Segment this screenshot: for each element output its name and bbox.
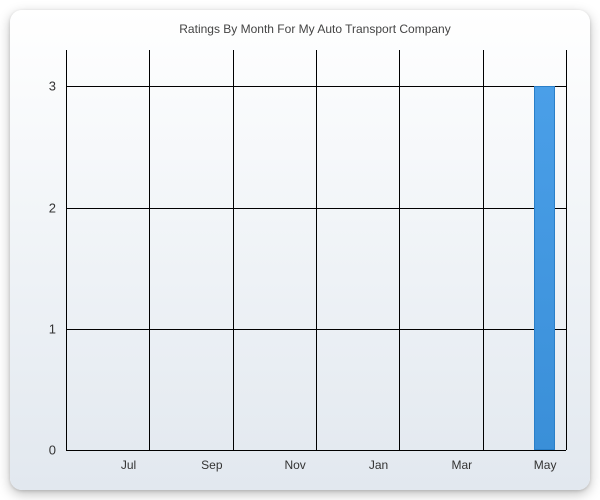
y-tick-label: 3 <box>49 79 66 94</box>
x-tick-label: Jul <box>121 450 136 472</box>
chart-card: Ratings By Month For My Auto Transport C… <box>10 10 590 490</box>
x-tick-label: Mar <box>452 450 473 472</box>
gridline-v <box>399 50 400 450</box>
gridline-v <box>316 50 317 450</box>
x-tick-label: Jan <box>369 450 388 472</box>
x-tick-label: Sep <box>201 450 222 472</box>
bar-may <box>534 86 556 450</box>
gridline-v <box>149 50 150 450</box>
gridline-v <box>233 50 234 450</box>
gridline-h <box>66 450 566 451</box>
gridline-v <box>483 50 484 450</box>
gridline-v <box>566 50 567 450</box>
y-tick-label: 1 <box>49 321 66 336</box>
chart-title: Ratings By Month For My Auto Transport C… <box>60 22 570 36</box>
y-tick-label: 0 <box>49 443 66 458</box>
plot-area: 0123JulSepNovJanMarMay <box>66 50 566 450</box>
gridline-v <box>66 50 67 450</box>
x-tick-label: May <box>534 450 557 472</box>
y-tick-label: 2 <box>49 200 66 215</box>
x-tick-label: Nov <box>284 450 305 472</box>
